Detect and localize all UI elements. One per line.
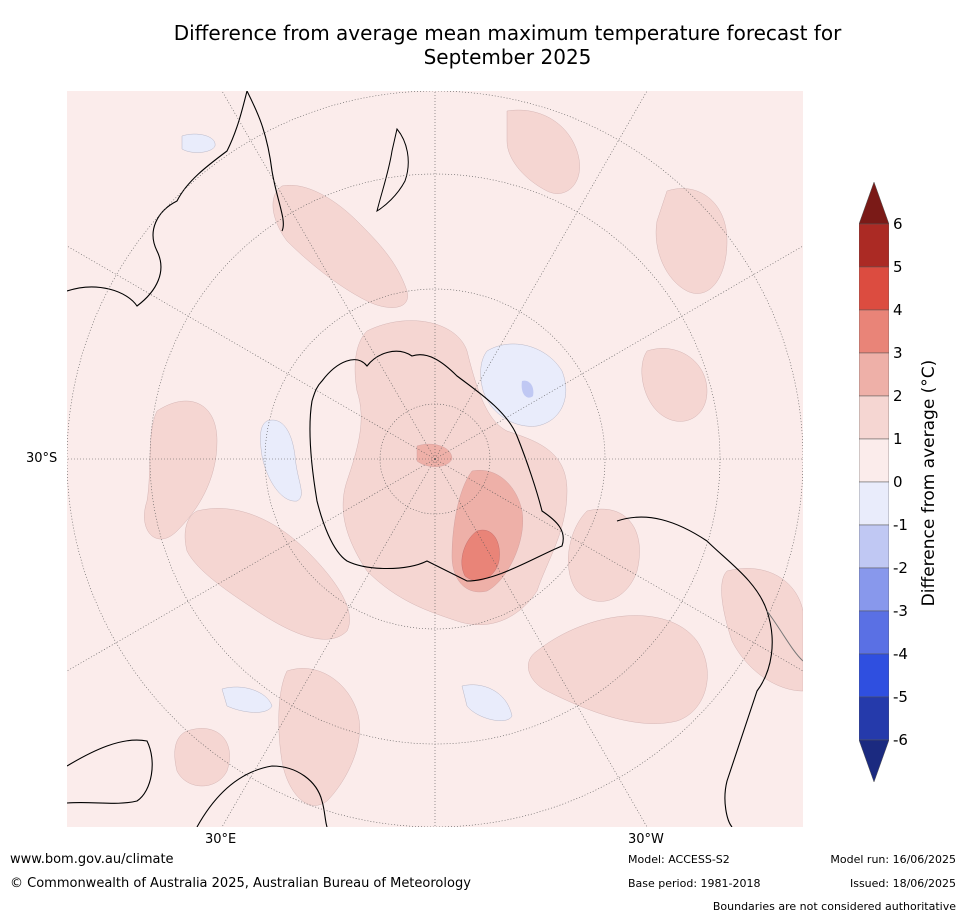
- meridian-lines: [67, 91, 803, 827]
- colorbar-label: Difference from average (°C): [919, 359, 939, 607]
- model-text: Model: ACCESS-S2: [628, 853, 730, 866]
- colorbar-tick-label: 4: [893, 301, 903, 319]
- colorbar-tick-label: -2: [893, 559, 908, 577]
- copyright-text: © Commonwealth of Australia 2025, Austra…: [10, 876, 471, 891]
- colorbar-band: [858, 352, 890, 397]
- colorbar-tick-label: -1: [893, 516, 908, 534]
- anomaly-minus-1-2-patch: [521, 380, 534, 398]
- colorbar-extend-top: [858, 181, 890, 225]
- colorbar-tick-label: -4: [893, 645, 908, 663]
- colorbar-tick-label: -5: [893, 688, 908, 706]
- latitude-label-30s: 30°S: [26, 451, 58, 466]
- colorbar-band: [858, 524, 890, 569]
- website-link[interactable]: www.bom.gov.au/climate: [10, 852, 174, 867]
- antarctica-coastline: [309, 350, 564, 582]
- polar-stereographic-map: [67, 91, 803, 827]
- colorbar-tick-label: 2: [893, 387, 903, 405]
- colorbar-band: [858, 696, 890, 741]
- base-period-text: Base period: 1981-2018: [628, 877, 761, 890]
- colorbar-band: [858, 438, 890, 483]
- colorbar-band: [858, 395, 890, 440]
- longitude-label-30w: 30°W: [628, 832, 664, 847]
- model-run-text: Model run: 16/06/2025: [830, 853, 956, 866]
- colorbar-tick-label: 1: [893, 430, 903, 448]
- colorbar-band: [858, 610, 890, 655]
- colorbar-tick-label: -6: [893, 731, 908, 749]
- longitude-label-30e: 30°E: [205, 832, 237, 847]
- colorbar: [858, 181, 890, 783]
- colorbar-band: [858, 653, 890, 698]
- africa-south-coastline: [196, 765, 328, 827]
- title-line-1: Difference from average mean maximum tem…: [173, 21, 842, 45]
- issued-text: Issued: 18/06/2025: [849, 877, 956, 890]
- colorbar-band: [858, 481, 890, 526]
- title-line-2: September 2025: [423, 45, 592, 69]
- africa-coastline: [67, 739, 153, 804]
- south-america-border: [766, 610, 803, 662]
- colorbar-extend-bottom: [858, 739, 890, 783]
- colorbar-band: [858, 266, 890, 311]
- colorbar-tick-label: 3: [893, 344, 903, 362]
- colorbar-tick-label: 0: [893, 473, 903, 491]
- south-america-coastline: [616, 516, 773, 827]
- colorbar-tick-label: -3: [893, 602, 908, 620]
- colorbar-band: [858, 567, 890, 612]
- disclaimer-text: Boundaries are not considered authoritat…: [712, 900, 956, 913]
- australia-coastline: [67, 91, 248, 307]
- map-title: Difference from average mean maximum tem…: [60, 21, 955, 69]
- new-zealand-coastline: [376, 127, 409, 213]
- colorbar-tick-label: 5: [893, 258, 903, 276]
- colorbar-tick-label: 6: [893, 215, 903, 233]
- colorbar-band: [858, 223, 890, 268]
- australia-east-coastline: [246, 91, 284, 232]
- colorbar-band: [858, 309, 890, 354]
